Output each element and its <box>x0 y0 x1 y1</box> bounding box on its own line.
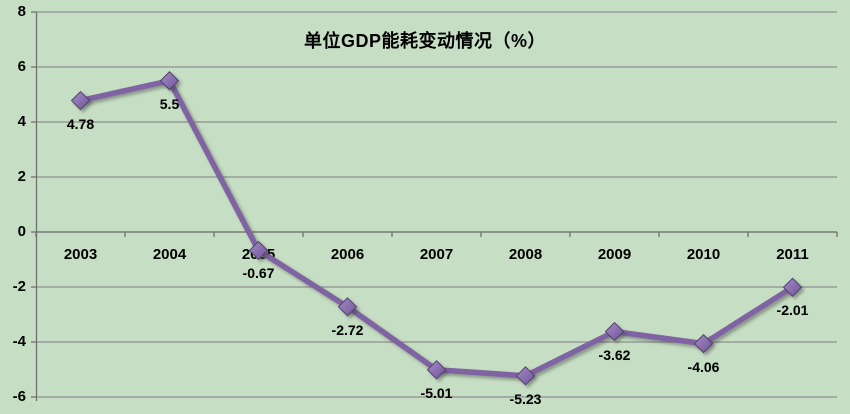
x-axis-category-label: 2009 <box>597 246 632 263</box>
x-axis-category-label: 2011 <box>776 246 809 263</box>
data-point-label: -5.23 <box>509 390 542 407</box>
data-point-marker <box>337 297 358 317</box>
data-point-label: -2.01 <box>776 302 809 319</box>
y-axis-tick-label: -2 <box>12 278 26 295</box>
x-axis-category-label: 2003 <box>63 246 98 263</box>
data-point-marker <box>693 333 714 354</box>
y-axis-tick-label: 0 <box>17 223 26 240</box>
data-point-marker <box>70 90 91 111</box>
y-axis-tick-label: 8 <box>17 3 26 20</box>
data-point-marker <box>426 360 447 380</box>
data-point-label: -4.06 <box>687 358 720 375</box>
data-point-label: 4.78 <box>66 115 95 132</box>
series-line <box>77 78 796 379</box>
y-axis-tick-label: 6 <box>17 58 26 75</box>
data-point-label: -0.67 <box>242 265 275 282</box>
data-point-label: -5.01 <box>420 384 453 401</box>
x-axis-category-label: 2004 <box>152 246 187 263</box>
chart-title: 单位GDP能耗变动情况（%） <box>303 31 546 51</box>
data-point-marker <box>159 71 180 91</box>
y-axis-tick-label: 4 <box>17 113 26 130</box>
x-axis-category-label: 2010 <box>686 246 721 263</box>
y-axis-tick-label: 2 <box>17 168 26 185</box>
data-point-label: 5.5 <box>159 95 180 112</box>
data-point-label: -3.62 <box>598 346 631 363</box>
x-axis-category-label: 2006 <box>330 246 365 263</box>
data-point-marker <box>604 321 625 342</box>
data-point-label: -2.72 <box>331 321 364 338</box>
x-axis-category-label: 2007 <box>419 246 454 263</box>
x-axis-category-label: 2008 <box>508 246 543 263</box>
y-axis-tick-label: -4 <box>12 333 26 350</box>
data-point-marker <box>782 277 803 297</box>
data-point-marker <box>515 366 536 386</box>
data-point-marker <box>248 240 269 261</box>
y-axis-tick-label: -6 <box>12 388 26 405</box>
